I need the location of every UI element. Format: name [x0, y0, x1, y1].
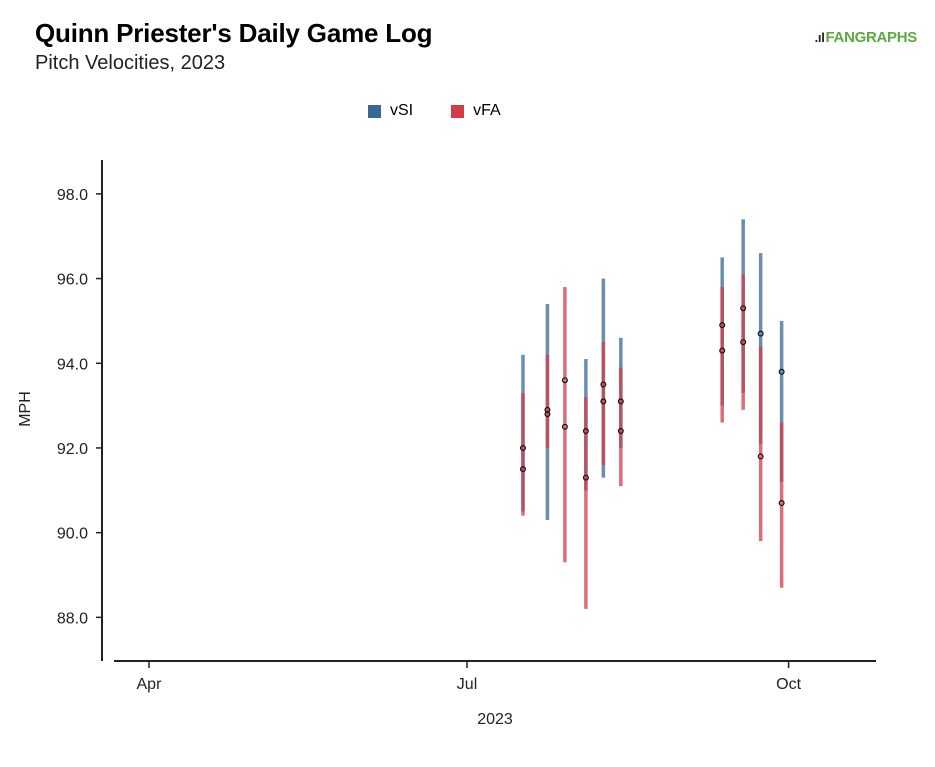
legend-label-vfa: vFA [473, 102, 501, 119]
average-points [519, 305, 785, 507]
avg-point-vfa [757, 453, 764, 460]
y-axis-title: MPH [17, 391, 34, 427]
avg-point-vsi [719, 322, 726, 329]
x-tick-label: Oct [776, 676, 801, 693]
avg-point-vfa [519, 444, 526, 451]
avg-point-vsi [600, 381, 607, 388]
avg-point-vsi [582, 428, 589, 435]
range-bar-vfa [584, 397, 588, 609]
avg-point-vsi [519, 466, 526, 473]
axes: 88.0 90.0 92.0 94.0 96.0 98.0 Apr Jul Oct [57, 160, 876, 693]
avg-point-vsi [778, 368, 785, 375]
legend-swatch-vsi [368, 104, 381, 118]
avg-point-vsi [617, 398, 624, 405]
chart-title: Quinn Priester's Daily Game Log [35, 18, 433, 48]
avg-point-vfa [582, 474, 589, 481]
y-tick-label: 96.0 [57, 272, 88, 289]
range-bar-vfa [521, 392, 525, 516]
range-bar-vfa [720, 287, 724, 423]
legend-swatch-vfa [451, 104, 465, 118]
x-tick-label: Jul [457, 676, 477, 693]
range-bar-vsi [779, 320, 784, 482]
x-axis-title: 2023 [477, 711, 513, 728]
range-bar-vfa [545, 354, 550, 448]
y-tick-label: 94.0 [57, 356, 88, 373]
range-bars [521, 219, 784, 609]
avg-point-vfa [544, 411, 551, 418]
logo-mark-icon: .ıl [814, 30, 825, 45]
logo-text: FANGRAPHS [825, 29, 918, 46]
avg-point-extra [561, 423, 568, 430]
avg-point-vfa [740, 339, 747, 346]
chart-legend: vSI vFA [368, 102, 501, 120]
y-tick-label: 90.0 [57, 526, 88, 543]
chart-subtitle: Pitch Velocities, 2023 [35, 52, 226, 74]
range-bar-vfa [741, 274, 745, 410]
legend-item-vfa[interactable]: vFA [451, 102, 501, 120]
avg-point-vfa [719, 347, 726, 354]
range-bar-vfa [619, 367, 623, 487]
legend-label-vsi: vSI [390, 102, 414, 119]
avg-point-vsi [757, 330, 764, 337]
x-tick-label: Apr [137, 676, 163, 693]
y-tick-label: 98.0 [57, 187, 88, 204]
y-tick-label: 92.0 [57, 441, 88, 458]
fangraphs-logo[interactable]: .ılFANGRAPHS [814, 29, 918, 46]
avg-point-vfa [600, 398, 607, 405]
range-bar-vfa [758, 346, 763, 542]
y-tick-label: 88.0 [57, 610, 88, 627]
avg-point-vfa [778, 500, 785, 507]
legend-item-vsi[interactable]: vSI [368, 102, 413, 120]
avg-point-vfa [617, 428, 624, 435]
avg-point-vsi [740, 305, 747, 312]
avg-point-vfa [561, 377, 568, 384]
